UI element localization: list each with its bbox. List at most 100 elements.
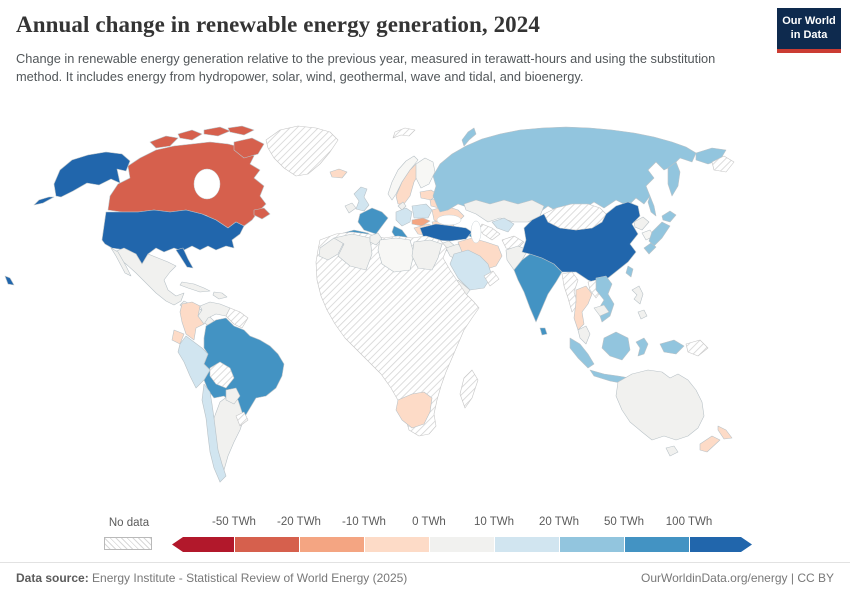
owid-logo-line2: in Data: [790, 28, 828, 41]
country-south-africa[interactable]: [395, 391, 433, 429]
country-algeria[interactable]: [333, 233, 373, 271]
no-data-label: No data: [108, 517, 150, 529]
country-madagascar[interactable]: [459, 369, 479, 409]
country-thailand[interactable]: [573, 285, 593, 331]
country-bolivia[interactable]: [209, 361, 235, 389]
country-russia[interactable]: [432, 126, 697, 213]
country-aleutians[interactable]: [33, 196, 55, 206]
country-papua-new-guinea[interactable]: [685, 339, 709, 357]
country-hispaniola[interactable]: [212, 291, 228, 300]
country-baja-california[interactable]: [110, 247, 132, 277]
country-greenland[interactable]: [265, 125, 339, 177]
country-west-papua[interactable]: [659, 339, 685, 355]
legend-segment[interactable]: [300, 537, 364, 552]
country-uzbekistan[interactable]: [491, 217, 515, 233]
legend-segment[interactable]: [235, 537, 299, 552]
country-north-korea[interactable]: [633, 216, 650, 231]
data-source-text: Energy Institute - Statistical Review of…: [88, 571, 408, 585]
legend-segment[interactable]: [625, 537, 689, 552]
legend-segment[interactable]: [560, 537, 624, 552]
country-hokkaido[interactable]: [661, 210, 677, 223]
country-kamchatka[interactable]: [667, 161, 681, 197]
legend-segment[interactable]: [690, 537, 752, 552]
colorbar-wrap: -50 TWh -20 TWh -10 TWh 0 TWh 10 TWh 20 TWh 50…: [172, 514, 746, 552]
chart-footer: Data source: Energy Institute - Statisti…: [0, 562, 850, 585]
legend-tick-label: 10 TWh: [473, 516, 515, 528]
country-philippines-south[interactable]: [637, 309, 648, 320]
country-canada-island[interactable]: [177, 129, 203, 141]
country-mongolia[interactable]: [543, 203, 607, 231]
country-sumatra[interactable]: [569, 337, 595, 369]
country-tunisia[interactable]: [369, 232, 383, 246]
no-data-swatch[interactable]: [104, 537, 152, 550]
country-hawaii[interactable]: [4, 275, 15, 286]
country-guyanas[interactable]: [225, 307, 249, 329]
country-newfoundland[interactable]: [253, 207, 271, 220]
country-mexico[interactable]: [113, 247, 185, 306]
country-germany[interactable]: [395, 207, 413, 227]
country-australia[interactable]: [615, 369, 705, 441]
country-oman[interactable]: [483, 270, 500, 287]
black-sea: [436, 214, 462, 226]
country-czech-slovakia[interactable]: [411, 217, 431, 227]
country-tasmania[interactable]: [665, 445, 679, 457]
country-ireland[interactable]: [344, 202, 357, 214]
country-baffin-island[interactable]: [233, 137, 265, 159]
country-new-zealand-north[interactable]: [717, 425, 733, 440]
legend-tick-label: -50 TWh: [212, 516, 256, 528]
country-canada-island[interactable]: [203, 126, 231, 137]
country-cuba[interactable]: [179, 281, 211, 293]
legend-tick-label: 20 TWh: [538, 516, 580, 528]
country-colombia[interactable]: [179, 301, 205, 341]
country-peru[interactable]: [177, 335, 211, 389]
country-malaysia[interactable]: [577, 325, 591, 345]
country-finland[interactable]: [415, 157, 436, 189]
legend-tick-label: 50 TWh: [603, 516, 645, 528]
country-venezuela[interactable]: [197, 301, 231, 325]
country-kyushu[interactable]: [643, 242, 657, 255]
colorbar: [172, 537, 752, 552]
country-iceland[interactable]: [329, 168, 348, 179]
country-svalbard[interactable]: [392, 127, 416, 139]
country-united-kingdom[interactable]: [353, 186, 370, 212]
owid-logo: Our World in Data: [777, 8, 841, 53]
country-florida[interactable]: [175, 247, 194, 269]
country-africa-subsaharan[interactable]: [315, 231, 480, 437]
hudson-bay: [193, 168, 221, 200]
country-philippines[interactable]: [631, 285, 644, 305]
country-france[interactable]: [357, 207, 389, 235]
legend-segment[interactable]: [430, 537, 494, 552]
legend-segment[interactable]: [172, 537, 234, 552]
country-borneo[interactable]: [601, 331, 631, 361]
country-novaya-zemlya[interactable]: [461, 127, 477, 147]
country-poland[interactable]: [411, 203, 433, 219]
country-libya[interactable]: [377, 237, 415, 273]
country-denmark[interactable]: [397, 201, 407, 211]
legend-segment[interactable]: [365, 537, 429, 552]
legend-segment[interactable]: [495, 537, 559, 552]
country-canada-island[interactable]: [149, 135, 179, 149]
country-cambodia[interactable]: [593, 304, 610, 317]
legend-tick-label: 100 TWh: [665, 516, 713, 528]
country-egypt[interactable]: [411, 239, 443, 271]
legend-tick-label: -10 TWh: [342, 516, 386, 528]
page-title: Annual change in renewable energy genera…: [16, 12, 540, 37]
data-source-label: Data source:: [16, 571, 89, 585]
country-alaska[interactable]: [53, 151, 131, 198]
country-honshu[interactable]: [648, 221, 671, 247]
country-vietnam[interactable]: [595, 275, 615, 323]
country-ecuador[interactable]: [171, 329, 185, 345]
legend-tick-label: 0 TWh: [412, 516, 446, 528]
country-canada-island[interactable]: [227, 125, 255, 136]
country-paraguay[interactable]: [225, 387, 241, 405]
country-sulawesi[interactable]: [635, 337, 649, 357]
country-uruguay[interactable]: [235, 411, 249, 427]
country-new-zealand-south[interactable]: [699, 435, 721, 453]
country-chile[interactable]: [201, 383, 227, 483]
country-far-east-nodata[interactable]: [711, 155, 735, 173]
country-taiwan[interactable]: [625, 265, 634, 278]
country-norway[interactable]: [387, 155, 419, 201]
country-sri-lanka[interactable]: [539, 327, 548, 336]
country-sakhalin[interactable]: [647, 195, 657, 217]
license-link[interactable]: OurWorldinData.org/energy | CC BY: [641, 571, 834, 585]
